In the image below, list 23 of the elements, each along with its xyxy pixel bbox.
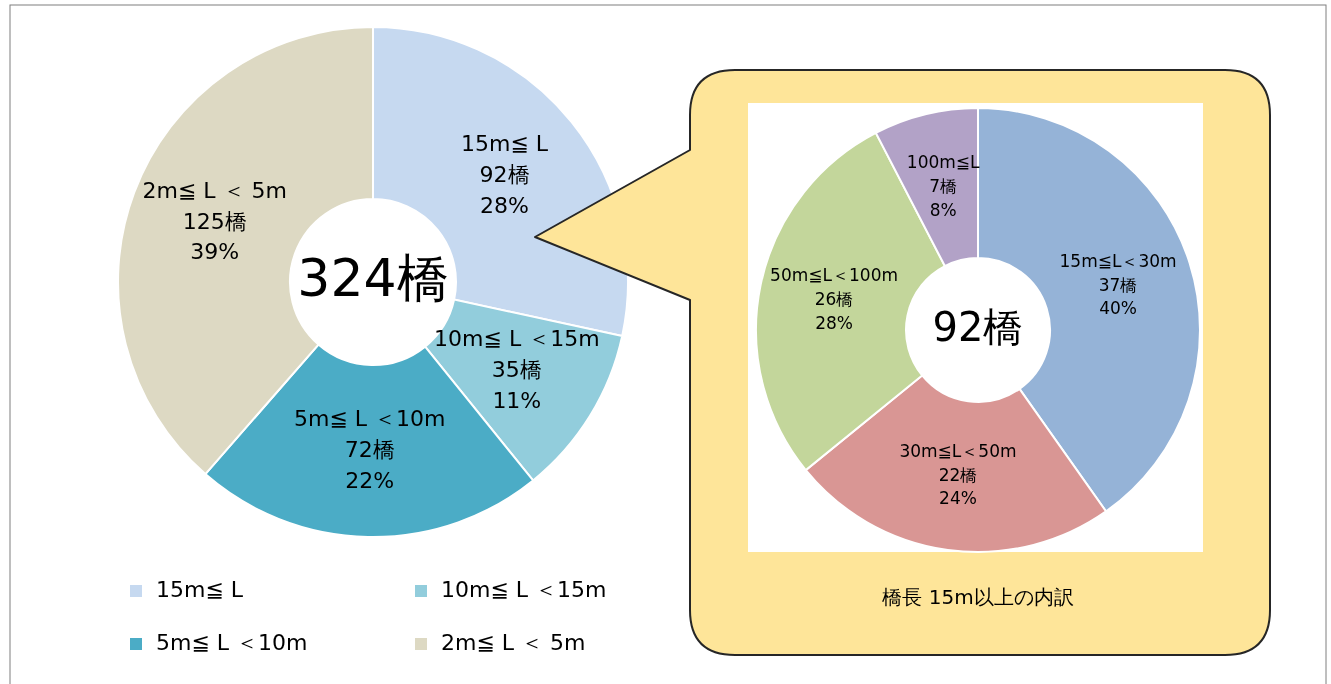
legend-label: 10m≦ L ＜15m <box>441 577 607 602</box>
text: 324橋 <box>297 248 449 308</box>
slice-label: 2m≦ L ＜ 5m <box>142 177 288 203</box>
slice-label: 30m≦L＜50m <box>899 440 1017 461</box>
data-label: 125橋 39% <box>182 208 247 265</box>
data-label: 7橋 8% <box>929 176 958 220</box>
legend-label: 2m≦ L ＜ 5m <box>441 630 586 655</box>
slice-label: 10m≦ L ＜15m <box>434 325 600 351</box>
data-label: 37橋 40% <box>1098 274 1138 319</box>
slice-label: 100m≦L <box>906 152 981 173</box>
slice-label: 15m≦ L <box>460 131 549 157</box>
legend-label: 5m≦ L ＜10m <box>156 630 308 655</box>
legend-label: 15m≦ L <box>156 577 244 602</box>
text: 橋長 15m以上の内訳 <box>882 584 1074 609</box>
slice-label: 15m≦L＜30m <box>1059 250 1177 271</box>
text: 92橋 <box>932 304 1024 350</box>
data-label: 92橋 28% <box>479 161 530 218</box>
data-label: 72橋 22% <box>344 436 395 493</box>
slice-label: 5m≦ L ＜10m <box>293 406 446 432</box>
data-label: 22橋 24% <box>938 464 978 509</box>
slice-label: 50m≦L＜100m <box>770 265 899 286</box>
data-label: 35橋 11% <box>491 356 542 413</box>
data-label: 26橋 28% <box>814 289 854 333</box>
